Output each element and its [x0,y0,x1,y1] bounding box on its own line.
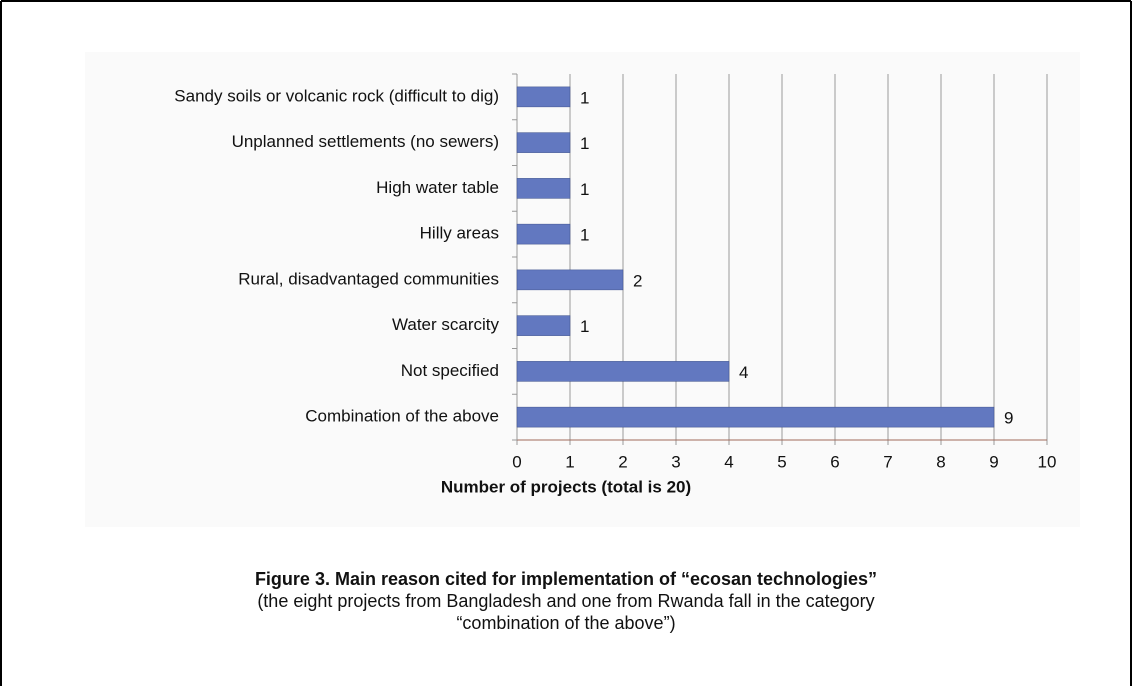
bar [516,86,571,108]
bar [516,361,730,382]
x-tick-label: 6 [830,452,839,471]
data-label: 1 [580,226,589,245]
data-label: 9 [1004,409,1013,428]
data-label: 2 [633,271,642,290]
bar [516,178,571,199]
x-tick-label: 2 [618,452,627,471]
y-tick-label: Rural, disadvantaged communities [238,269,499,288]
x-tick-label: 4 [724,452,733,471]
bar [516,315,571,336]
data-label: 1 [580,88,589,107]
bar [516,223,571,245]
x-tick-label: 7 [883,452,892,471]
x-tick-label: 5 [777,452,786,471]
x-tick-label: 8 [936,452,945,471]
data-label: 1 [580,134,589,153]
y-tick-label: Not specified [401,361,499,380]
x-tick-label: 9 [989,452,998,471]
data-label: 1 [580,317,589,336]
x-tick-label: 3 [671,452,680,471]
x-tick-label: 0 [512,452,521,471]
y-tick-label: High water table [376,178,499,197]
bar [516,269,624,291]
x-axis-title: Number of projects (total is 20) [441,477,691,496]
bar [516,132,571,153]
x-tick-label: 1 [565,452,574,471]
caption-title: Figure 3. Main reason cited for implemen… [255,569,877,589]
caption-line: “combination of the above”) [456,613,675,633]
y-tick-label: Water scarcity [392,315,500,334]
y-tick-label: Unplanned settlements (no sewers) [232,132,499,151]
bar [516,406,995,428]
y-tick-label: Hilly areas [420,224,499,243]
data-label: 1 [580,180,589,199]
data-label: 4 [739,363,748,382]
x-tick-label: 10 [1038,452,1057,471]
y-tick-label: Combination of the above [305,407,499,426]
y-tick-label: Sandy soils or volcanic rock (difficult … [174,86,499,105]
caption-line: (the eight projects from Bangladesh and … [257,591,874,611]
